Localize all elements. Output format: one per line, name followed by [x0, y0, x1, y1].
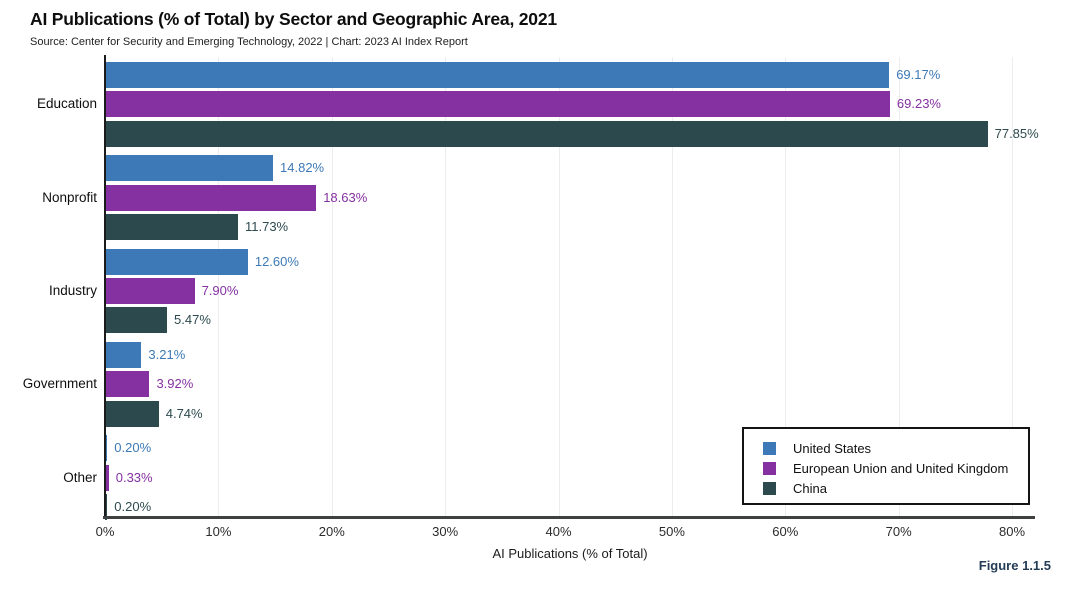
- gridline-30: [445, 57, 447, 518]
- legend-item-european-union-and-united-kingdom: European Union and United Kingdom: [744, 458, 1028, 478]
- bar-value-label: 3.92%: [156, 376, 194, 392]
- bar-value-label: 0.20%: [114, 499, 152, 514]
- bar-government-china: [105, 400, 159, 427]
- bar-value-label: 3.21%: [148, 346, 186, 362]
- legend-swatch-icon: [763, 481, 776, 495]
- gridline-80: [1012, 57, 1013, 518]
- gridline-10: [218, 57, 220, 518]
- bar-government-european-union-and-united-kingdom: [105, 371, 150, 398]
- bar-education-united-states: [105, 62, 890, 88]
- bar-industry-china: [105, 307, 168, 334]
- gridline-20: [331, 57, 333, 518]
- bar-government-united-states: [105, 341, 142, 368]
- category-label-government: Government: [22, 376, 97, 392]
- x-tick-label-80: 80%: [998, 524, 1026, 539]
- bar-value-label: 77.85%: [994, 125, 1039, 141]
- bar-value-label: 11.73%: [244, 219, 289, 235]
- category-label-education: Education: [36, 96, 97, 112]
- bar-value-label: 7.90%: [201, 283, 239, 298]
- category-label-other: Other: [63, 469, 97, 485]
- gridline-60: [785, 57, 787, 518]
- legend-label: China: [793, 480, 827, 496]
- bar-education-china: [105, 120, 988, 147]
- chart-title: AI Publications (% of Total) by Sector a…: [30, 9, 557, 29]
- bar-value-label: 18.63%: [323, 189, 368, 205]
- x-tick-label-40: 40%: [545, 524, 572, 539]
- x-tick-label-70: 70%: [885, 524, 912, 539]
- gridline-40: [558, 57, 560, 518]
- legend-item-united-states: United States: [744, 438, 1028, 458]
- bar-industry-european-union-and-united-kingdom: [105, 278, 195, 304]
- bar-other-european-union-and-united-kingdom: [105, 464, 109, 491]
- category-label-nonprofit: Nonprofit: [42, 189, 97, 205]
- bar-nonprofit-european-union-and-united-kingdom: [105, 184, 317, 211]
- bar-value-label: 0.33%: [115, 469, 153, 485]
- gridline-70: [898, 57, 900, 518]
- bar-other-china: [105, 494, 108, 520]
- x-tick-label-10: 10%: [205, 524, 232, 539]
- legend-swatch-icon: [763, 441, 776, 455]
- category-label-industry: Industry: [48, 283, 97, 298]
- x-tick-label-20: 20%: [318, 524, 345, 539]
- legend-swatch-icon: [763, 461, 776, 475]
- legend-label: European Union and United Kingdom: [793, 460, 1009, 476]
- bar-value-label: 69.17%: [896, 67, 941, 82]
- gridline-50: [671, 57, 673, 518]
- x-axis-title: AI Publications (% of Total): [492, 546, 648, 561]
- x-tick-label-0: 0%: [95, 524, 115, 539]
- x-tick-label-50: 50%: [658, 524, 685, 539]
- legend: United States European Union and United K…: [742, 427, 1030, 505]
- bar-value-label: 69.23%: [896, 96, 941, 112]
- bar-education-european-union-and-united-kingdom: [105, 91, 890, 118]
- legend-item-china: China: [744, 478, 1028, 498]
- chart-source-line: Source: Center for Security and Emerging…: [30, 36, 468, 48]
- bar-value-label: 12.60%: [254, 253, 299, 269]
- bar-value-label: 4.74%: [165, 405, 203, 421]
- bar-other-united-states: [105, 435, 108, 462]
- bar-value-label: 0.20%: [114, 440, 152, 456]
- bar-nonprofit-china: [105, 214, 238, 241]
- bar-industry-united-states: [105, 248, 248, 275]
- y-axis-line: [104, 55, 106, 517]
- bar-nonprofit-united-states: [105, 155, 274, 182]
- x-axis-line: [103, 516, 1035, 519]
- bar-value-label: 14.82%: [280, 160, 325, 176]
- x-tick-label-60: 60%: [772, 524, 799, 539]
- bar-value-label: 5.47%: [174, 312, 211, 328]
- x-tick-label-30: 30%: [432, 524, 459, 539]
- legend-label: United States: [793, 440, 872, 456]
- figure-number-label: Figure 1.1.5: [978, 558, 1051, 573]
- plot-area: 69.17% 69.23% 77.85% 14.82% 18.63% 11.73% 12.6…: [105, 57, 1039, 520]
